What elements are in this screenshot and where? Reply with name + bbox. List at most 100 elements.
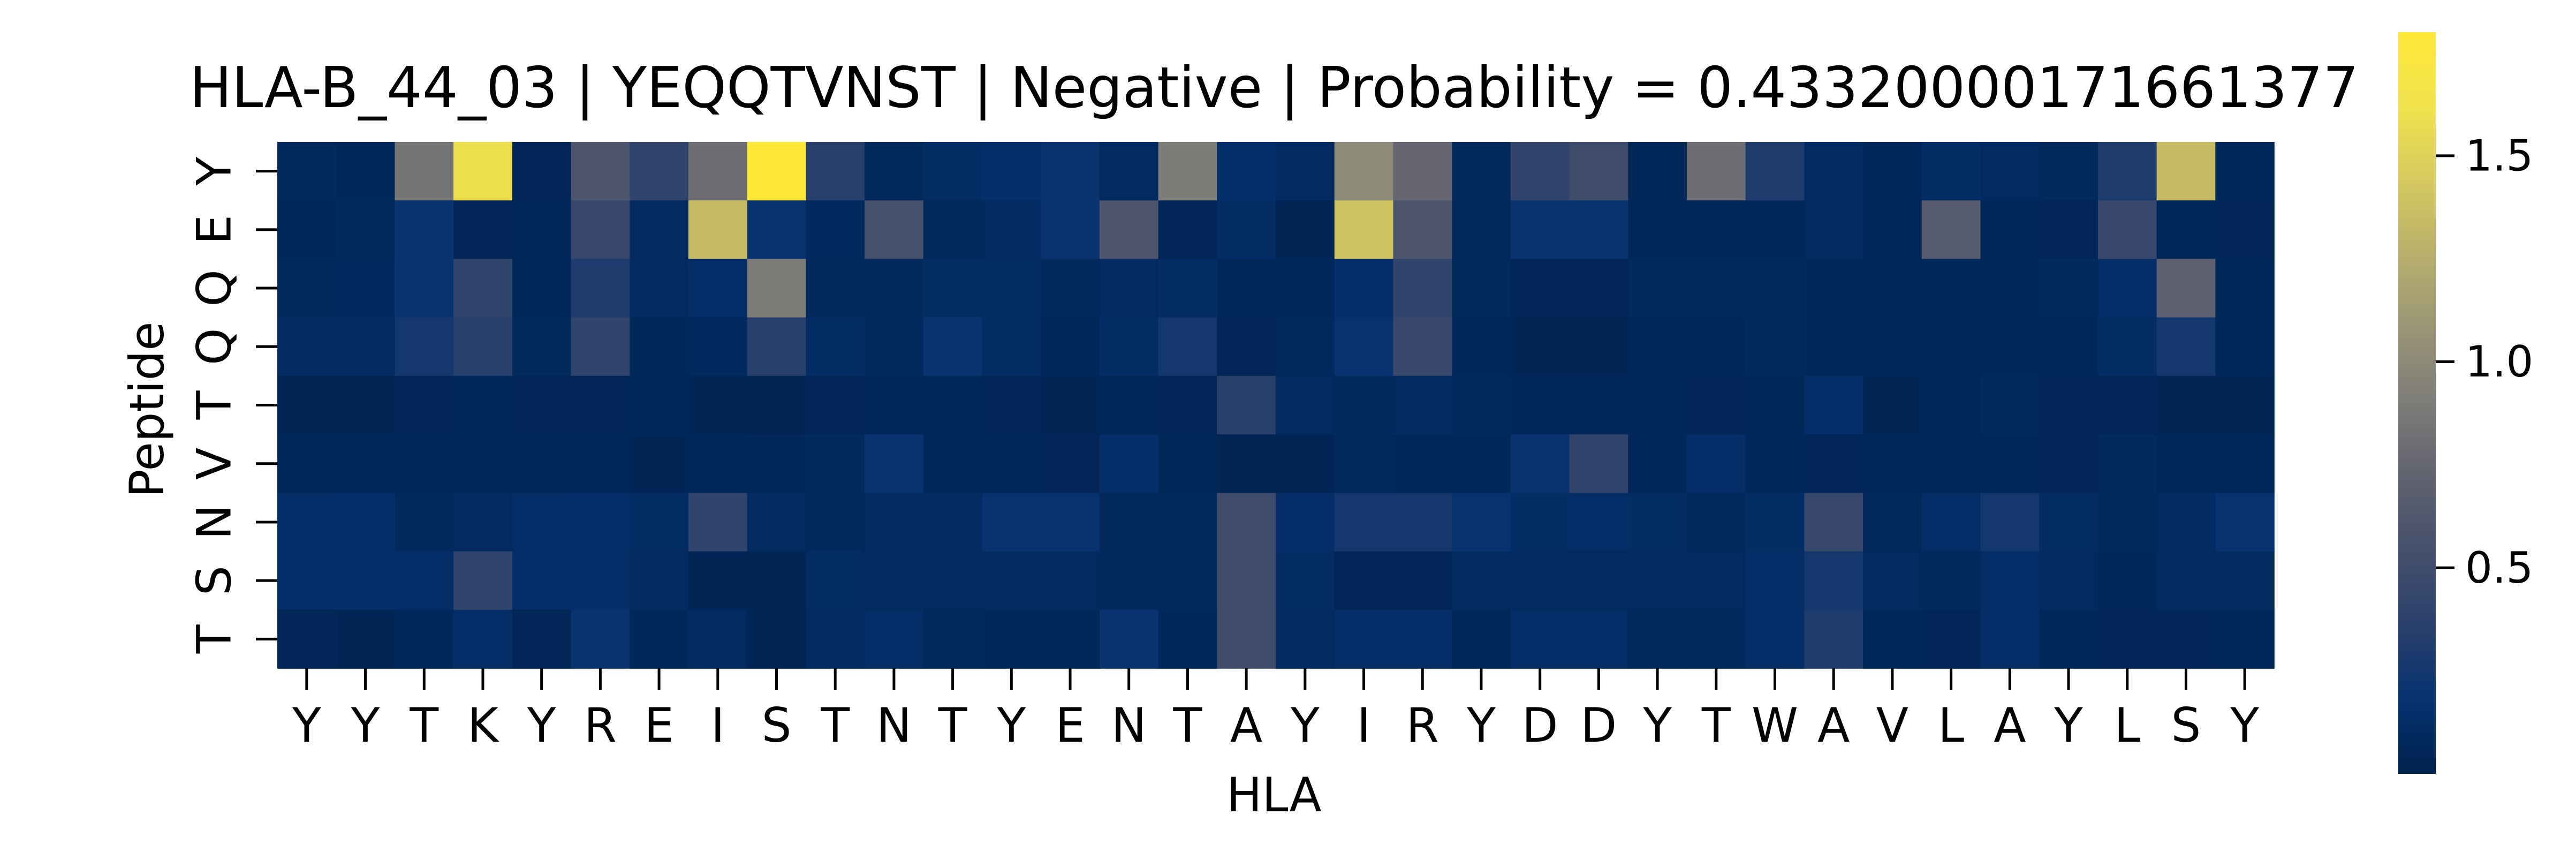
x-tick-label: L xyxy=(2114,698,2140,753)
heatmap-cell xyxy=(571,609,631,669)
x-tick-label: N xyxy=(876,698,912,753)
heatmap-cell xyxy=(1041,434,1100,494)
heatmap-cell xyxy=(1041,317,1100,376)
heatmap-cell xyxy=(1510,259,1570,318)
heatmap-cell xyxy=(806,200,865,260)
heatmap-cell xyxy=(1393,609,1452,669)
heatmap-cell xyxy=(395,259,454,318)
heatmap-cell xyxy=(1276,493,1335,552)
heatmap-cell xyxy=(1334,551,1394,610)
heatmap-cell xyxy=(1099,200,1159,260)
x-axis-label: HLA xyxy=(1226,767,1321,823)
colorbar-ticks: 0.5 1.0 1.5 xyxy=(2436,131,2533,593)
heatmap-cell xyxy=(1745,142,1805,201)
heatmap-cell xyxy=(1217,317,1276,376)
heatmap-cell xyxy=(1099,434,1159,494)
heatmap-cell xyxy=(571,434,631,494)
heatmap-cell xyxy=(982,259,1041,318)
heatmap-cell xyxy=(2156,493,2216,552)
heatmap-cell xyxy=(277,609,337,669)
colorbar-tick-label: 0.5 xyxy=(2465,543,2533,593)
heatmap-cell xyxy=(2156,142,2216,201)
heatmap-cell xyxy=(1745,375,1805,435)
heatmap-cell xyxy=(1334,375,1394,435)
heatmap-cell xyxy=(982,551,1041,610)
heatmap-cell xyxy=(2097,493,2157,552)
x-tick-label: T xyxy=(820,698,850,753)
heatmap-cell xyxy=(1158,200,1218,260)
heatmap-cell xyxy=(630,493,689,552)
heatmap-cell xyxy=(1158,551,1218,610)
heatmap-cell xyxy=(630,259,689,318)
heatmap-cell xyxy=(571,259,631,318)
heatmap-cell xyxy=(688,434,748,494)
heatmap-cell xyxy=(1510,551,1570,610)
heatmap-cell xyxy=(630,375,689,435)
heatmap-cell xyxy=(1217,200,1276,260)
x-tick-label: Y xyxy=(1290,698,1320,753)
heatmap-cell xyxy=(277,200,337,260)
heatmap-cell xyxy=(1980,551,2040,610)
colorbar-gradient xyxy=(2398,32,2436,774)
heatmap-cell xyxy=(1334,609,1394,669)
heatmap-cell xyxy=(512,375,572,435)
x-tick-label: Y xyxy=(292,698,321,753)
heatmap-cell xyxy=(512,259,572,318)
heatmap-cell xyxy=(1334,259,1394,318)
heatmap-cell xyxy=(2215,200,2275,260)
heatmap-cell xyxy=(630,317,689,376)
heatmap-cell xyxy=(512,142,572,201)
heatmap-cell xyxy=(806,317,865,376)
heatmap-cell xyxy=(1276,375,1335,435)
heatmap-cell xyxy=(1158,434,1218,494)
heatmap-cell xyxy=(923,317,983,376)
heatmap-cell xyxy=(395,317,454,376)
heatmap-cell xyxy=(453,200,513,260)
heatmap-cell xyxy=(1041,375,1100,435)
heatmap-cell xyxy=(865,493,924,552)
heatmap-cell xyxy=(1686,609,1746,669)
y-tick-label: T xyxy=(187,624,242,654)
x-tick-label: W xyxy=(1752,698,1798,753)
heatmap-cell xyxy=(1921,259,1981,318)
heatmap-cell xyxy=(923,375,983,435)
heatmap-cell xyxy=(512,551,572,610)
heatmap-cell xyxy=(512,609,572,669)
heatmap-cell xyxy=(923,609,983,669)
heatmap-cell xyxy=(982,493,1041,552)
heatmap-cell xyxy=(1452,493,1511,552)
heatmap-cell xyxy=(1510,375,1570,435)
heatmap-cell xyxy=(1569,434,1629,494)
heatmap-cell xyxy=(1393,375,1452,435)
heatmap-cell xyxy=(923,200,983,260)
heatmap-cell xyxy=(1921,551,1981,610)
heatmap-cell xyxy=(1452,317,1511,376)
heatmap-cell xyxy=(1980,259,2040,318)
heatmap-cell xyxy=(982,434,1041,494)
heatmap-cell xyxy=(688,142,748,201)
heatmap-cell xyxy=(395,609,454,669)
heatmap-cell xyxy=(1804,142,1863,201)
heatmap-cell xyxy=(1628,317,1687,376)
heatmap-cell xyxy=(1804,609,1863,669)
heatmap-cell xyxy=(865,434,924,494)
heatmap-cell xyxy=(1041,200,1100,260)
heatmap-cell xyxy=(1041,609,1100,669)
heatmap-cell xyxy=(395,493,454,552)
heatmap-cell xyxy=(453,142,513,201)
y-axis-label: Peptide xyxy=(119,322,175,498)
x-tick-label: Y xyxy=(351,698,380,753)
x-tick-label: D xyxy=(1580,698,1617,753)
heatmap-cell xyxy=(1099,609,1159,669)
heatmap-cell xyxy=(1863,493,1922,552)
x-tick-label: T xyxy=(1701,698,1731,753)
x-tick-label: V xyxy=(1876,698,1908,753)
heatmap-cell xyxy=(1628,493,1687,552)
heatmap-cell xyxy=(2097,317,2157,376)
heatmap-cell xyxy=(2039,551,2098,610)
heatmap-cell xyxy=(1686,142,1746,201)
heatmap-cell xyxy=(2215,317,2275,376)
heatmap-cell xyxy=(1745,317,1805,376)
x-tick-label: T xyxy=(1173,698,1203,753)
